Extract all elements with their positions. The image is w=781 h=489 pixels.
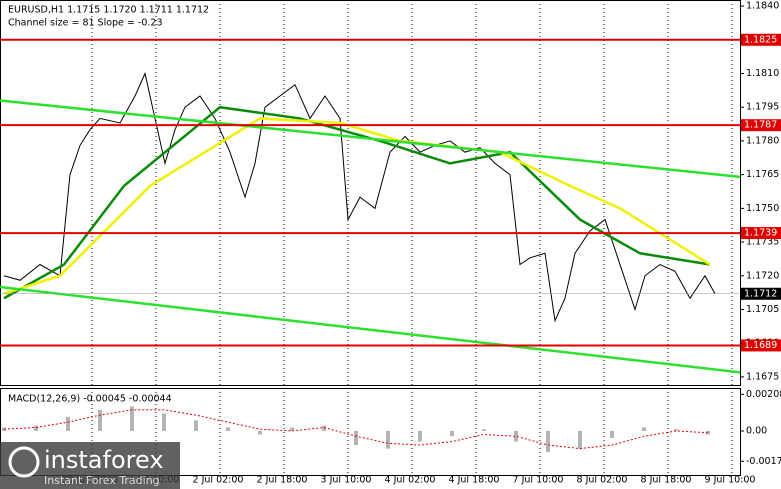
last-price-label: 1.1712 <box>744 288 777 299</box>
signal-line <box>3 409 709 450</box>
y-tick-label: 1.1780 <box>746 135 779 146</box>
logo-tagline: Instant Forex Trading <box>44 474 160 487</box>
level-label-bg <box>741 227 781 240</box>
histogram-bar <box>226 427 230 431</box>
x-tick-label: 7 Jul 10:00 <box>513 475 564 486</box>
last-price-bg <box>741 287 781 300</box>
histogram-bar <box>98 409 102 431</box>
y-tick-label: 0.00208 <box>746 389 781 400</box>
histogram-bar <box>34 425 38 431</box>
level-label: 1.1739 <box>744 228 777 239</box>
logo-name: instaforex <box>44 446 164 474</box>
level-label: 1.1787 <box>744 120 777 131</box>
level-label-bg <box>741 33 781 46</box>
histogram-bar <box>290 427 294 431</box>
histogram-bar <box>418 430 422 442</box>
x-tick-label: 9 Jul 10:00 <box>705 475 756 486</box>
logo: instaforex Instant Forex Trading <box>0 442 180 489</box>
subtitle: Channel size = 81 Slope = -0.23 <box>8 18 163 29</box>
histogram-bar <box>610 430 614 439</box>
level-label-bg <box>741 119 781 132</box>
x-tick-label: 2 Jul 02:00 <box>193 475 244 486</box>
x-tick-label: 2 Jul 18:00 <box>257 475 308 486</box>
x-tick-label: 3 Jul 10:00 <box>321 475 372 486</box>
title: EURUSD,H1 1.1715 1.1720 1.1711 1.1712 <box>8 5 209 16</box>
histogram-bar <box>162 413 166 431</box>
histogram-bar <box>194 420 198 431</box>
histogram-bar <box>322 425 326 431</box>
y-tick-label: 1.1840 <box>746 1 779 12</box>
histogram-bar <box>354 430 358 446</box>
macd-title: MACD(12,26,9) -0.00045 -0.00044 <box>8 394 172 405</box>
histogram-bar <box>546 430 550 453</box>
x-tick-label: 8 Jul 18:00 <box>641 475 692 486</box>
x-tick-label: 8 Jul 02:00 <box>577 475 628 486</box>
y-tick-label: 1.1720 <box>746 270 779 281</box>
histogram-bar <box>642 427 646 431</box>
price-line <box>0 285 741 374</box>
price-line <box>3 117 711 295</box>
histogram-bar <box>482 429 486 431</box>
price-line <box>3 71 716 323</box>
x-tick-label: 4 Jul 02:00 <box>385 475 436 486</box>
histogram-bar <box>258 430 262 435</box>
y-tick-label: 1.1765 <box>746 169 779 180</box>
y-tick-label: 1.1810 <box>746 68 779 79</box>
y-tick-label: 1.1705 <box>746 304 779 315</box>
x-tick-label: 4 Jul 18:00 <box>449 475 500 486</box>
histogram-bar <box>66 416 70 431</box>
histogram-bar <box>706 430 710 435</box>
level-label: 1.1825 <box>744 34 777 45</box>
y-tick-label: 1.1675 <box>746 371 779 382</box>
histogram-bar <box>514 430 518 442</box>
histogram-bar <box>578 430 582 449</box>
level-label-bg <box>741 339 781 352</box>
histogram-bar <box>674 429 678 431</box>
price-line <box>0 99 741 179</box>
y-tick-label: 1.1750 <box>746 203 779 214</box>
logo-icon <box>8 446 40 478</box>
y-tick-label: -0.00172 <box>746 456 781 467</box>
histogram-bar <box>130 406 134 431</box>
y-tick-label: 1.1735 <box>746 237 779 248</box>
y-tick-label: 0.00 <box>746 425 767 436</box>
histogram-bar <box>450 430 454 437</box>
level-label: 1.1689 <box>744 340 777 351</box>
main-frame <box>0 0 741 386</box>
histogram-bar <box>386 430 390 449</box>
y-tick-label: 1.1795 <box>746 102 779 113</box>
